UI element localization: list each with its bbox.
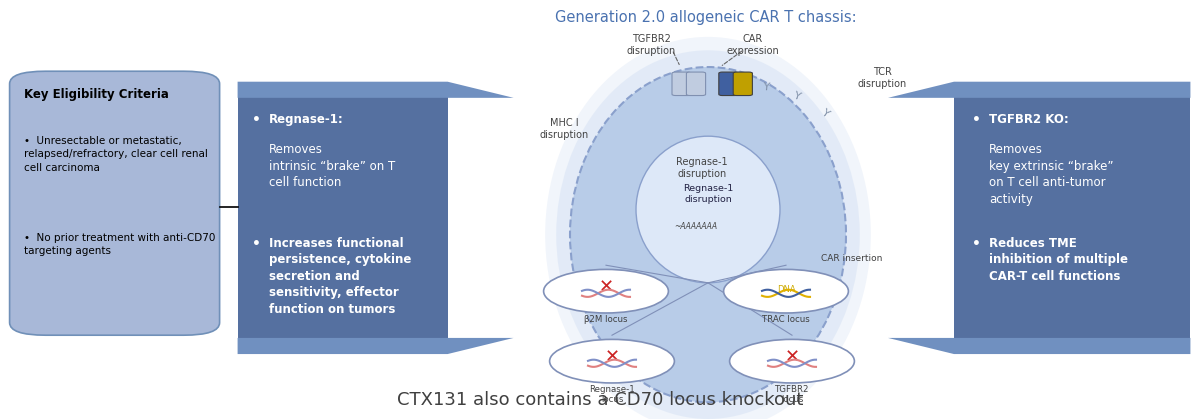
Text: Y: Y (820, 108, 832, 120)
Text: Regnase-1:: Regnase-1: (269, 113, 343, 126)
Text: Y: Y (763, 83, 770, 93)
Polygon shape (888, 338, 1190, 354)
Text: ✕: ✕ (785, 348, 799, 366)
Text: TRAC locus: TRAC locus (762, 315, 810, 324)
Text: •: • (972, 237, 980, 251)
Text: CTX131 also contains a CD70 locus knockout: CTX131 also contains a CD70 locus knocko… (397, 391, 803, 409)
Text: Generation 2.0 allogeneic CAR T chassis:: Generation 2.0 allogeneic CAR T chassis: (554, 10, 857, 26)
FancyBboxPatch shape (733, 72, 752, 96)
Ellipse shape (556, 50, 860, 419)
Polygon shape (238, 338, 514, 354)
Text: MHC I
disruption: MHC I disruption (539, 118, 589, 140)
Text: •: • (252, 237, 260, 251)
Bar (238, 82, 448, 354)
Text: •: • (972, 113, 980, 127)
Text: Reduces TME
inhibition of multiple
CAR-T cell functions: Reduces TME inhibition of multiple CAR-T… (989, 237, 1128, 283)
Circle shape (724, 269, 848, 313)
Text: DNA: DNA (776, 285, 796, 294)
Text: ~AAAAAAA: ~AAAAAAA (674, 222, 718, 231)
Text: ✕: ✕ (605, 348, 619, 366)
Text: Increases functional
persistence, cytokine
secretion and
sensitivity, effector
f: Increases functional persistence, cytoki… (269, 237, 412, 316)
FancyBboxPatch shape (672, 72, 691, 96)
Text: TGFBR2 KO:: TGFBR2 KO: (989, 113, 1068, 126)
Text: TGFBR2
disruption: TGFBR2 disruption (626, 34, 677, 56)
Circle shape (550, 339, 674, 383)
Text: CAR
expression: CAR expression (726, 34, 779, 56)
Text: Removes
key extrinsic “brake”
on T cell anti-tumor
activity: Removes key extrinsic “brake” on T cell … (989, 143, 1114, 206)
FancyBboxPatch shape (686, 72, 706, 96)
Bar (954, 82, 1190, 354)
Text: Regnase-1
disruption: Regnase-1 disruption (676, 157, 728, 179)
Text: CAR insertion: CAR insertion (821, 254, 883, 263)
Ellipse shape (570, 67, 846, 402)
Text: •  No prior treatment with anti-CD70
targeting agents: • No prior treatment with anti-CD70 targ… (24, 233, 215, 256)
Circle shape (544, 269, 668, 313)
Ellipse shape (545, 37, 871, 419)
Text: Key Eligibility Criteria: Key Eligibility Criteria (24, 88, 169, 101)
Text: TGFBR2
locus: TGFBR2 locus (775, 385, 809, 404)
Polygon shape (888, 82, 1190, 98)
Text: Removes
intrinsic “brake” on T
cell function: Removes intrinsic “brake” on T cell func… (269, 143, 395, 189)
Ellipse shape (636, 136, 780, 283)
Text: β2M locus: β2M locus (584, 315, 628, 324)
FancyBboxPatch shape (719, 72, 738, 96)
Ellipse shape (570, 67, 846, 402)
Text: Y: Y (793, 90, 803, 102)
FancyBboxPatch shape (10, 71, 220, 335)
Text: ✕: ✕ (599, 278, 613, 296)
Text: •  Unresectable or metastatic,
relapsed/refractory, clear cell renal
cell carcin: • Unresectable or metastatic, relapsed/r… (24, 136, 208, 173)
Text: Regnase-1
disruption: Regnase-1 disruption (683, 184, 733, 204)
Polygon shape (238, 82, 514, 98)
Circle shape (730, 339, 854, 383)
Text: Regnase-1
locus: Regnase-1 locus (589, 385, 635, 404)
Text: TCR
disruption: TCR disruption (857, 67, 907, 89)
Text: •: • (252, 113, 260, 127)
